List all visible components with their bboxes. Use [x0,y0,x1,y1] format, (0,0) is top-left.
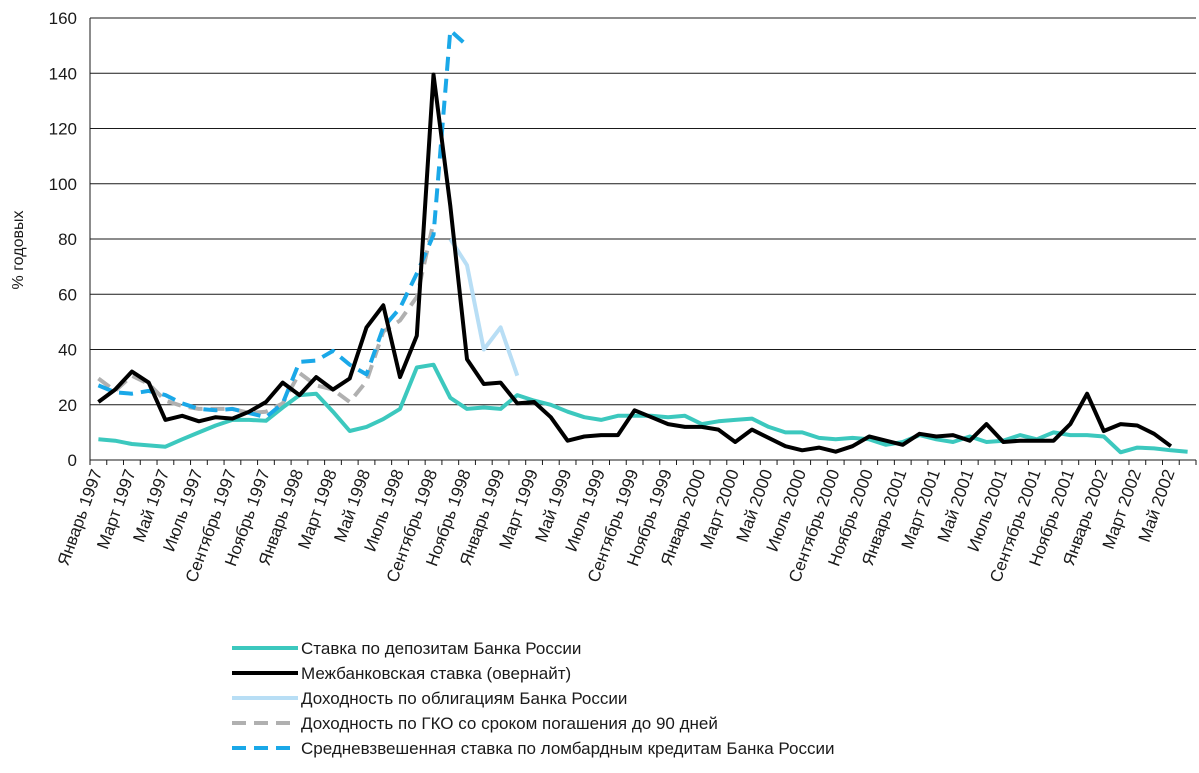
y-tick-label: 160 [49,9,77,28]
legend: Ставка по депозитам Банка России Межбанко… [232,639,834,758]
legend-label: Доходность по облигациям Банка России [301,689,627,708]
series-line [448,237,520,377]
y-tick-label: 0 [68,451,77,470]
y-tick-label: 20 [58,396,77,415]
series-4 [97,28,469,420]
legend-label: Ставка по депозитам Банка России [301,639,581,658]
legend-label: Доходность по ГКО со сроком погашения до… [301,714,718,733]
legend-label: Межбанковская ставка (овернайт) [301,664,571,683]
series-2 [448,237,520,377]
series-line [97,72,1173,454]
x-tick-label: Январь 1997 [54,467,106,568]
y-tick-label: 100 [49,175,77,194]
series-lines [97,28,1188,455]
y-tick-label: 120 [49,120,77,139]
y-axis: 0 20 40 60 80 100 120 140 160 [49,9,91,470]
grid-lines [90,17,1196,406]
series-1 [97,72,1173,454]
legend-label: Средневзвешенная ставка по ломбардным кр… [301,739,834,758]
y-tick-label: 40 [58,341,77,360]
series-line [97,28,469,420]
y-tick-label: 140 [49,64,77,83]
y-axis-label: % годовых [10,211,27,290]
y-tick-label: 80 [58,230,77,249]
y-tick-label: 60 [58,285,77,304]
series-line [97,221,436,415]
series-3 [97,221,436,415]
